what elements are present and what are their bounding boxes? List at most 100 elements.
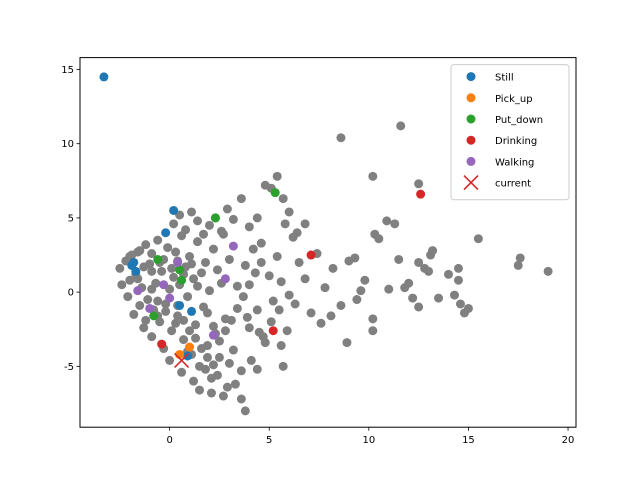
legend-marker-drinking	[466, 135, 476, 145]
background-point	[272, 252, 282, 262]
background-point	[183, 292, 193, 302]
background-point	[125, 275, 135, 285]
background-point	[244, 280, 254, 290]
background-point	[368, 314, 378, 324]
background-point	[414, 257, 424, 267]
background-point	[292, 228, 302, 238]
background-point	[189, 274, 199, 284]
background-point	[220, 326, 230, 336]
background-point	[123, 292, 133, 302]
background-point	[200, 257, 210, 267]
background-point	[214, 352, 224, 362]
y-tick-label: -5	[64, 362, 74, 373]
background-point	[254, 327, 264, 337]
background-point	[202, 308, 212, 318]
background-point	[300, 219, 310, 229]
put-down-point	[177, 275, 187, 285]
background-point	[236, 194, 246, 204]
background-point	[256, 238, 266, 248]
background-point	[280, 219, 290, 229]
background-point	[368, 171, 378, 181]
background-point	[284, 290, 294, 300]
background-point	[276, 277, 286, 287]
background-point	[252, 213, 262, 223]
background-point	[306, 308, 316, 318]
pick-up-point	[185, 342, 195, 352]
background-point	[187, 207, 197, 217]
background-point	[320, 283, 330, 293]
axes-layer: 0 5 10 15 20 -5 0 5 10 15	[61, 65, 574, 446]
y-tick-label: 5	[68, 213, 74, 224]
background-point	[169, 272, 179, 282]
background-point	[212, 370, 222, 380]
background-point	[139, 262, 149, 272]
background-point	[453, 275, 463, 285]
background-point	[165, 355, 175, 365]
background-point	[230, 379, 240, 389]
background-point	[185, 252, 195, 262]
background-point	[115, 263, 125, 273]
background-point	[212, 265, 222, 275]
background-point	[250, 268, 260, 278]
background-point	[202, 352, 212, 362]
walking-point	[220, 274, 230, 284]
background-point	[356, 286, 366, 296]
background-point	[228, 345, 238, 355]
background-point	[242, 312, 252, 322]
background-point	[316, 318, 326, 328]
background-point	[208, 244, 218, 254]
still-point	[187, 306, 197, 316]
background-point	[414, 302, 424, 312]
put-down-point	[175, 265, 185, 275]
y-tick-label: 15	[61, 65, 74, 76]
background-point	[414, 179, 424, 189]
background-point	[117, 280, 127, 290]
x-tick-label: 15	[462, 435, 475, 446]
background-point	[197, 344, 207, 354]
still-point	[99, 72, 109, 82]
background-point	[129, 309, 139, 319]
x-tick-label: 0	[166, 435, 172, 446]
put-down-point	[153, 254, 163, 264]
background-point	[294, 257, 304, 267]
background-point	[449, 290, 459, 300]
background-point	[141, 315, 151, 325]
background-point	[193, 216, 203, 226]
background-point	[513, 260, 523, 270]
background-point	[204, 220, 214, 230]
background-point	[276, 341, 286, 351]
legend: Still Pick_up Put_down Drinking Walking curre…	[450, 64, 570, 201]
background-point	[459, 308, 469, 318]
background-point	[147, 266, 157, 276]
background-point	[141, 240, 151, 250]
background-point	[248, 244, 258, 254]
walking-point	[145, 303, 155, 313]
background-point	[193, 281, 203, 291]
background-point	[252, 364, 262, 374]
background-point	[246, 355, 256, 365]
background-point	[282, 326, 292, 336]
background-point	[256, 257, 266, 267]
background-point	[328, 263, 338, 273]
background-point	[193, 237, 203, 247]
background-point	[278, 194, 288, 204]
put-down-point	[210, 213, 220, 223]
background-point	[408, 293, 418, 303]
x-tick-label: 5	[266, 435, 272, 446]
y-tick-label: 0	[68, 288, 74, 299]
background-point	[135, 300, 145, 310]
background-point	[284, 207, 294, 217]
background-point	[368, 326, 378, 336]
background-point	[197, 268, 207, 278]
background-point	[384, 284, 394, 294]
background-point	[167, 326, 177, 336]
background-point	[336, 133, 346, 143]
put-down-point	[149, 311, 159, 321]
background-point	[187, 259, 197, 269]
background-point	[370, 229, 380, 239]
drinking-point	[416, 189, 426, 199]
background-point	[236, 394, 246, 404]
background-point	[216, 226, 226, 236]
background-point	[268, 296, 278, 306]
